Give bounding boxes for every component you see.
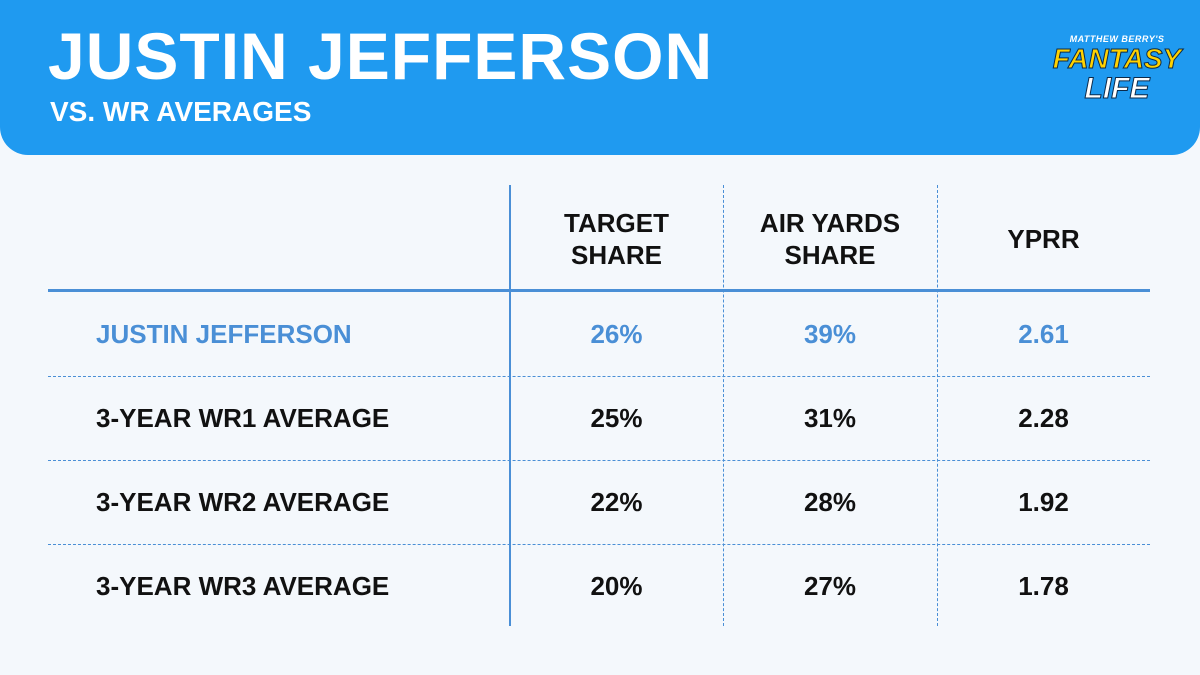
- row-divider: [48, 460, 1150, 461]
- column-header-text: TARGET SHARE: [564, 208, 669, 270]
- divider: [937, 185, 938, 626]
- cell-value: 39%: [803, 318, 857, 349]
- cell-value: 25%: [590, 402, 643, 433]
- column-header-text: YPRR: [1007, 224, 1080, 254]
- cell-value: 1.78: [1018, 570, 1069, 601]
- cell-value: 2.28: [1018, 402, 1069, 433]
- cell-value: 22%: [590, 486, 643, 517]
- header-band: [0, 0, 1200, 155]
- column-header-text: AIR YARDS SHARE: [759, 208, 901, 270]
- cell-value: 20%: [590, 570, 643, 601]
- row-label: 3-YEAR WR1 AVERAGE: [96, 402, 390, 433]
- column-header: YPRR: [937, 190, 1150, 288]
- title: JUSTIN JEFFERSON: [48, 19, 714, 93]
- row-divider: [48, 376, 1150, 377]
- cell-value: 1.92: [1018, 486, 1069, 517]
- header-rule: [48, 289, 1150, 292]
- column-header: AIR YARDS SHARE: [723, 190, 937, 288]
- cell-value: 27%: [803, 570, 857, 601]
- divider: [509, 185, 511, 626]
- logo: MATTHEW BERRY'S FANTASY LIFE: [1052, 34, 1182, 104]
- subtitle: VS. WR AVERAGES: [50, 96, 312, 127]
- row-label: 3-YEAR WR3 AVERAGE: [96, 570, 390, 601]
- cell-value: 28%: [803, 486, 857, 517]
- logo-bottom: LIFE: [1084, 72, 1150, 105]
- column-header: TARGET SHARE: [510, 190, 723, 288]
- row-label: 3-YEAR WR2 AVERAGE: [96, 486, 390, 517]
- logo-middle: FANTASY: [1052, 43, 1182, 74]
- row-label: JUSTIN JEFFERSON: [96, 318, 352, 349]
- cell-value: 26%: [590, 318, 643, 349]
- row-divider: [48, 544, 1150, 545]
- logo-top: MATTHEW BERRY'S: [1069, 34, 1165, 44]
- cell-value: 2.61: [1018, 318, 1069, 349]
- divider: [723, 185, 724, 626]
- cell-value: 31%: [803, 402, 857, 433]
